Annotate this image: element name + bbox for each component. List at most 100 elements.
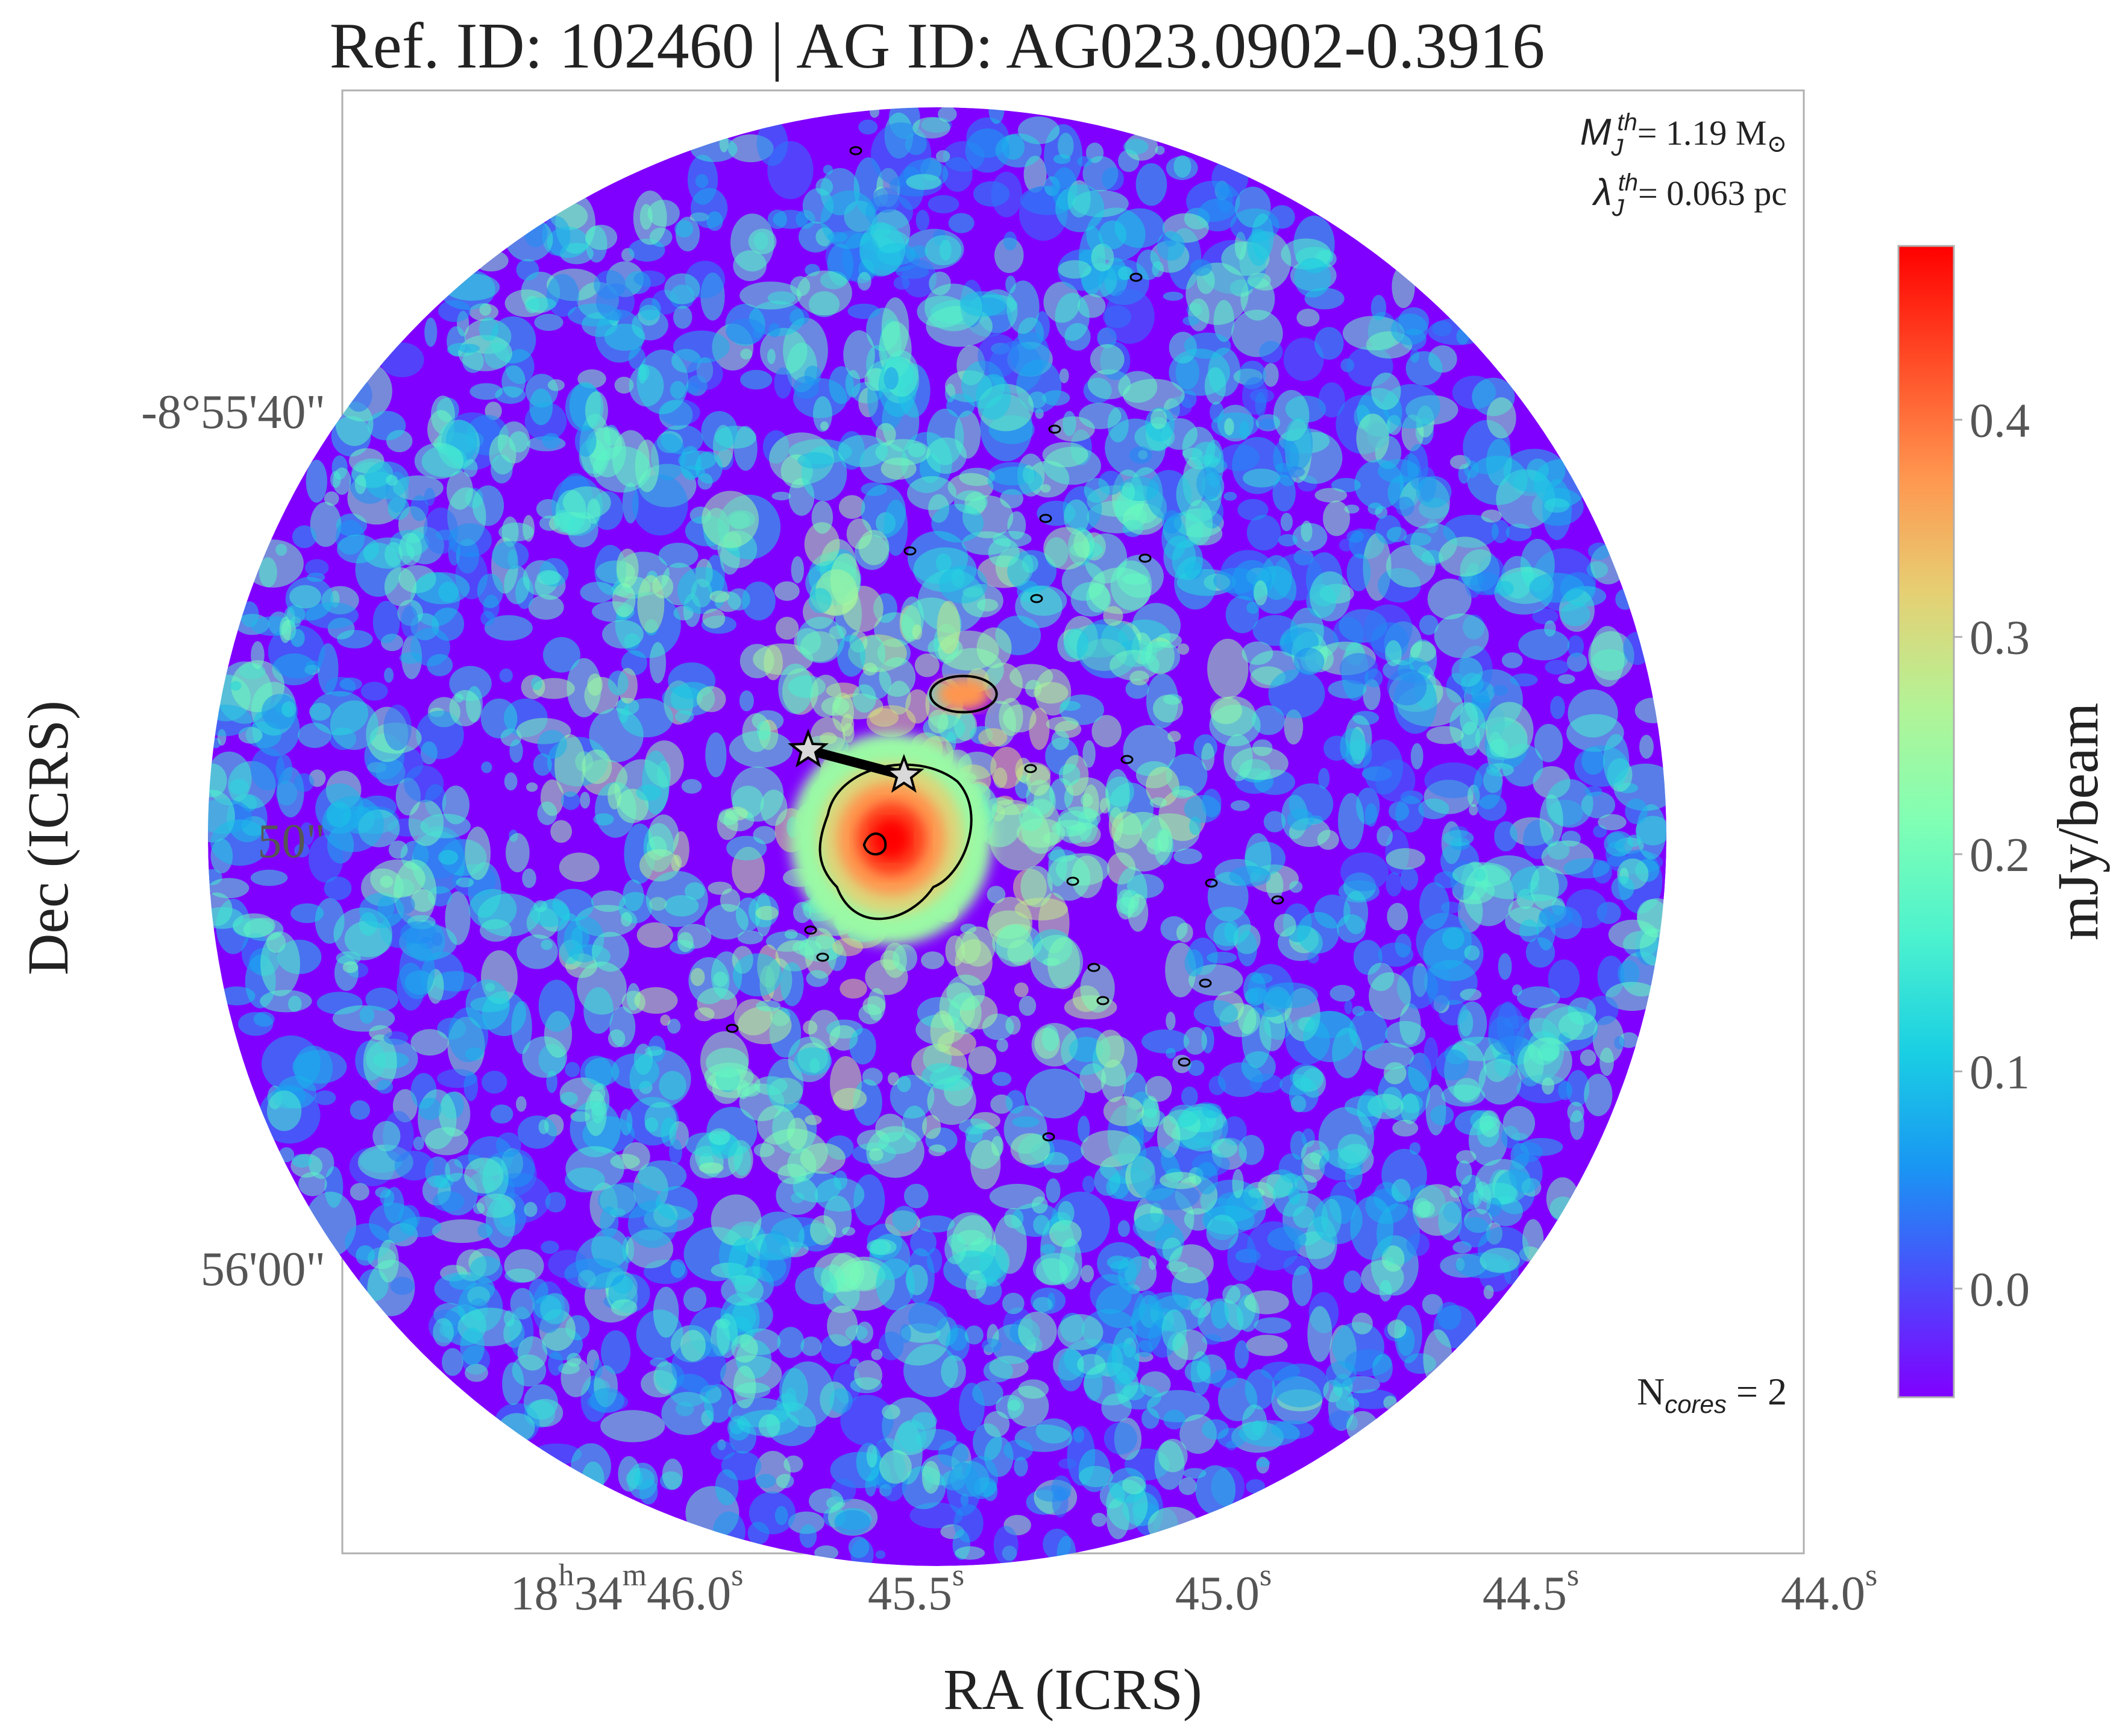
noise-blob bbox=[1329, 984, 1355, 1002]
noise-blob bbox=[360, 682, 388, 701]
noise-blob bbox=[1558, 1011, 1598, 1040]
noise-blob bbox=[755, 1450, 791, 1494]
noise-blob bbox=[1107, 1342, 1140, 1386]
noise-blob bbox=[711, 1194, 762, 1246]
noise-blob bbox=[1172, 540, 1204, 580]
noise-blob bbox=[380, 1189, 395, 1206]
noise-blob bbox=[564, 1258, 625, 1290]
noise-blob bbox=[1455, 1160, 1472, 1185]
noise-blob bbox=[547, 379, 565, 391]
noise-blob bbox=[1266, 871, 1284, 901]
noise-blob bbox=[516, 1096, 527, 1112]
noise-blob bbox=[1055, 292, 1090, 341]
noise-blob bbox=[1042, 442, 1088, 468]
noise-blob bbox=[792, 939, 822, 956]
noise-blob bbox=[717, 1313, 738, 1359]
noise-blob bbox=[984, 1410, 1010, 1438]
jeans-length-symbol: λ bbox=[1592, 172, 1612, 213]
noise-blob bbox=[833, 1087, 867, 1110]
noise-blob bbox=[292, 525, 317, 549]
noise-blob bbox=[400, 1216, 442, 1238]
noise-blob bbox=[1356, 414, 1389, 463]
noise-blob bbox=[398, 532, 422, 566]
noise-blob bbox=[1041, 1025, 1059, 1052]
noise-blob bbox=[1246, 514, 1281, 551]
noise-blob bbox=[290, 903, 324, 923]
noise-blob bbox=[655, 1186, 698, 1221]
noise-blob bbox=[607, 782, 621, 810]
noise-blob bbox=[1581, 791, 1616, 819]
noise-blob bbox=[541, 1241, 559, 1254]
noise-blob bbox=[550, 820, 573, 843]
noise-blob bbox=[879, 657, 916, 697]
noise-blob bbox=[1178, 1477, 1197, 1495]
noise-blob bbox=[1598, 814, 1627, 831]
noise-blob bbox=[1202, 788, 1222, 817]
noise-blob bbox=[809, 1215, 837, 1245]
noise-blob bbox=[458, 335, 513, 371]
noise-blob bbox=[517, 1336, 548, 1371]
noise-blob bbox=[1077, 1354, 1106, 1376]
noise-blob bbox=[342, 961, 359, 973]
noise-blob bbox=[1182, 316, 1200, 326]
noise-blob bbox=[1158, 1439, 1188, 1473]
noise-blob bbox=[726, 318, 766, 345]
noise-blob bbox=[709, 1128, 730, 1145]
noise-blob bbox=[927, 1077, 976, 1125]
noise-blob bbox=[706, 1048, 749, 1078]
noise-blob bbox=[767, 209, 787, 229]
noise-blob bbox=[1424, 1037, 1439, 1071]
noise-blob bbox=[445, 1159, 463, 1182]
noise-blob bbox=[939, 239, 952, 261]
jeans-mass-sub: J bbox=[1610, 134, 1624, 161]
noise-blob bbox=[1488, 1003, 1525, 1055]
noise-blob bbox=[438, 849, 459, 865]
noise-blob bbox=[1469, 804, 1478, 816]
noise-blob bbox=[377, 1239, 399, 1283]
noise-blob bbox=[660, 1014, 671, 1026]
noise-blob bbox=[791, 556, 805, 583]
x-tick-4-seconds: 44.0 bbox=[1781, 1567, 1865, 1620]
noise-blob bbox=[574, 426, 597, 457]
noise-blob bbox=[1113, 811, 1173, 872]
noise-blob bbox=[677, 932, 694, 952]
noise-blob bbox=[1483, 1285, 1494, 1300]
noise-blob bbox=[1292, 1065, 1324, 1092]
noise-blob bbox=[709, 590, 729, 603]
noise-blob bbox=[1211, 1300, 1229, 1329]
noise-blob bbox=[1058, 1458, 1077, 1470]
noise-blob bbox=[1338, 793, 1364, 850]
noise-blob bbox=[993, 530, 1032, 547]
noise-blob bbox=[593, 1359, 603, 1378]
noise-blob bbox=[1437, 1301, 1461, 1330]
noise-blob bbox=[1416, 476, 1452, 508]
noise-blob bbox=[1025, 1068, 1085, 1119]
y-axis-label: Dec (ICRS) bbox=[16, 700, 80, 975]
noise-blob bbox=[914, 653, 940, 678]
noise-blob bbox=[808, 1488, 844, 1514]
noise-blob bbox=[1550, 696, 1565, 720]
x-tick-0-minutes: 34 bbox=[574, 1567, 623, 1620]
noise-blob bbox=[1096, 1030, 1125, 1068]
noise-blob bbox=[1391, 1178, 1411, 1203]
noise-blob bbox=[1343, 1270, 1361, 1293]
noise-blob bbox=[862, 1068, 883, 1086]
noise-blob bbox=[1288, 1186, 1301, 1205]
noise-blob bbox=[289, 585, 321, 609]
noise-blob bbox=[804, 522, 840, 567]
noise-blob bbox=[1292, 1265, 1313, 1306]
noise-blob bbox=[477, 573, 504, 608]
noise-blob bbox=[820, 1264, 845, 1294]
noise-blob bbox=[1519, 919, 1539, 943]
noise-blob bbox=[739, 281, 802, 310]
noise-blob bbox=[585, 1057, 620, 1086]
noise-blob bbox=[1163, 291, 1184, 301]
noise-blob bbox=[1082, 1175, 1095, 1194]
noise-blob bbox=[1263, 811, 1286, 832]
noise-blob bbox=[1367, 963, 1395, 992]
noise-blob bbox=[840, 978, 867, 999]
noise-blob bbox=[1217, 1062, 1263, 1097]
noise-blob bbox=[633, 190, 667, 245]
noise-blob bbox=[623, 879, 644, 911]
noise-blob bbox=[799, 1524, 817, 1549]
